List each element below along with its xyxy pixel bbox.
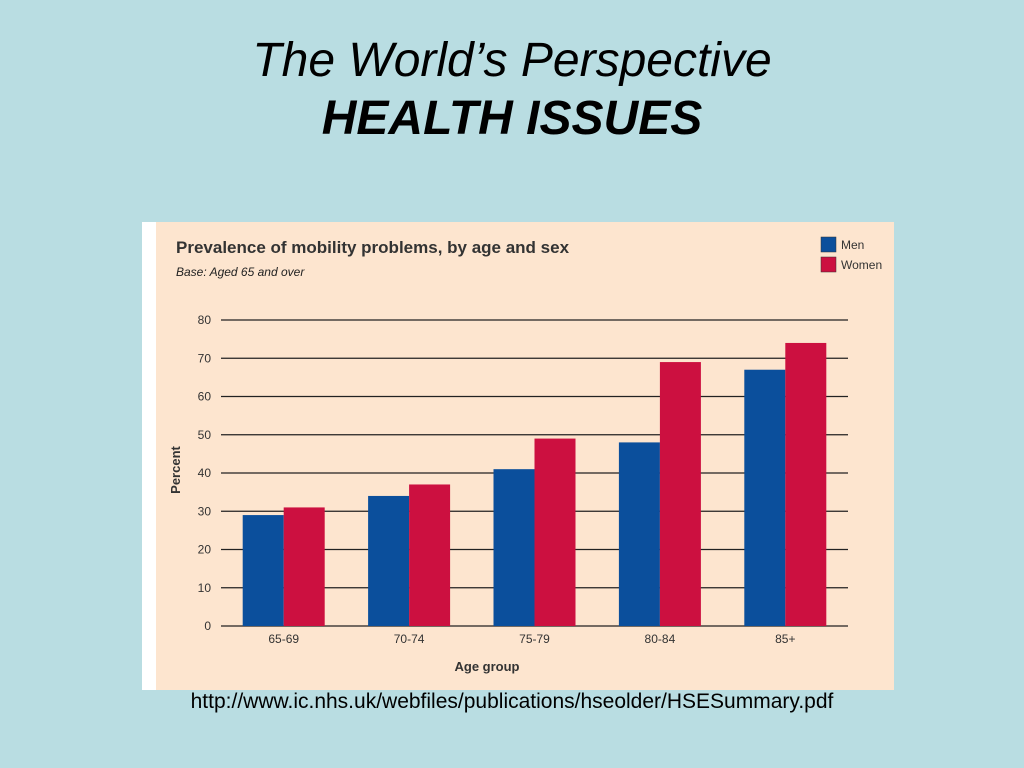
slide-title: The World’s Perspective HEALTH ISSUES — [0, 32, 1024, 148]
x-axis-label: Age group — [455, 659, 520, 674]
y-tick-label: 40 — [198, 466, 212, 480]
legend-label-women: Women — [841, 258, 882, 272]
bar-women-80-84 — [659, 362, 701, 626]
bar-men-65-69 — [242, 515, 284, 626]
bar-men-85+ — [744, 369, 786, 626]
source-url: http://www.ic.nhs.uk/webfiles/publicatio… — [190, 690, 834, 713]
x-tick-label: 80-84 — [645, 632, 676, 646]
y-axis-label: Percent — [168, 445, 183, 493]
x-tick-label: 75-79 — [519, 632, 550, 646]
chart-panel: Prevalence of mobility problems, by age … — [142, 222, 894, 690]
bar-chart: Prevalence of mobility problems, by age … — [168, 236, 882, 674]
slide-title-line1: The World’s Perspective — [252, 34, 772, 87]
chart-subtitle: Base: Aged 65 and over — [176, 265, 305, 279]
chart-title: Prevalence of mobility problems, by age … — [176, 238, 570, 257]
bar-men-80-84 — [618, 442, 660, 626]
chart-bars — [242, 342, 827, 626]
bar-women-70-74 — [409, 484, 451, 626]
y-tick-label: 50 — [198, 428, 212, 442]
x-axis-ticks: 65-69 70-74 75-79 80-84 85+ — [268, 632, 795, 646]
y-tick-label: 70 — [198, 351, 212, 365]
legend-swatch-women — [820, 256, 837, 273]
x-tick-label: 65-69 — [268, 632, 299, 646]
chart-legend: Men Women — [820, 236, 882, 273]
bar-women-65-69 — [283, 507, 325, 626]
bar-men-75-79 — [493, 469, 535, 626]
y-tick-label: 80 — [198, 313, 212, 327]
legend-swatch-men — [820, 236, 837, 253]
y-tick-label: 10 — [198, 581, 212, 595]
y-tick-label: 0 — [204, 619, 211, 633]
bar-women-85+ — [785, 342, 827, 626]
y-tick-label: 30 — [198, 504, 212, 518]
legend-label-men: Men — [841, 238, 864, 252]
bar-women-75-79 — [534, 438, 576, 626]
slide-title-line2: HEALTH ISSUES — [321, 92, 703, 145]
y-tick-label: 60 — [198, 390, 212, 404]
bar-men-70-74 — [368, 495, 410, 626]
x-tick-label: 70-74 — [394, 632, 425, 646]
x-tick-label: 85+ — [775, 632, 795, 646]
y-tick-label: 20 — [198, 543, 212, 557]
